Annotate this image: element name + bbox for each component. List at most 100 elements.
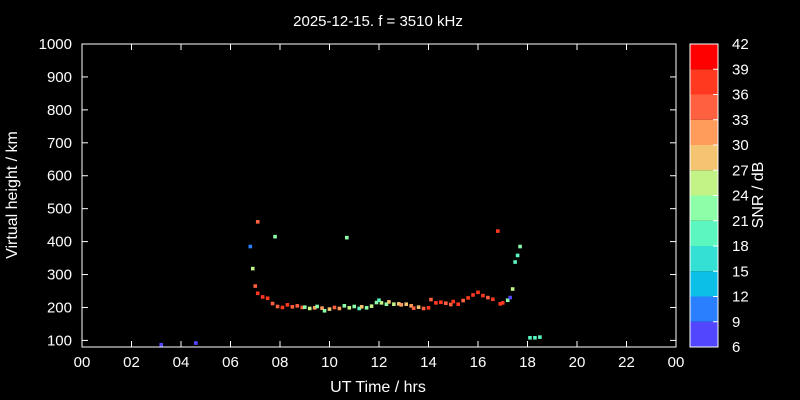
colorbar-tick-label: 21: [732, 213, 749, 230]
colorbar-tick-label: 24: [732, 188, 749, 205]
data-point: [159, 342, 163, 347]
data-point: [397, 302, 401, 306]
data-point: [290, 305, 295, 309]
data-point: [273, 234, 277, 239]
y-tick-label: 200: [47, 299, 72, 316]
data-point: [416, 305, 421, 309]
data-point: [194, 341, 198, 345]
data-point: [265, 296, 270, 301]
data-point: [300, 305, 305, 310]
data-point: [255, 220, 260, 224]
colorbar-tick-label: 39: [732, 61, 749, 78]
data-point: [379, 301, 384, 305]
data-point: [280, 305, 285, 310]
data-point: [434, 301, 438, 305]
data-point: [411, 306, 416, 310]
data-point: [307, 306, 312, 311]
data-point: [486, 295, 490, 300]
colorbar-tick-label: 18: [732, 238, 749, 255]
data-point: [384, 302, 389, 306]
data-point: [337, 306, 342, 311]
data-point: [255, 291, 260, 296]
x-tick-label: 22: [618, 354, 635, 371]
colorbar-tick-label: 42: [732, 36, 749, 53]
y-tick-label: 900: [47, 69, 72, 86]
x-tick-label: 12: [371, 354, 388, 371]
data-point: [285, 303, 290, 307]
data-point: [518, 244, 522, 249]
data-point: [528, 335, 532, 340]
data-point: [451, 299, 456, 304]
data-point: [404, 302, 409, 306]
colorbar-cell: [690, 119, 718, 145]
data-point: [302, 305, 307, 309]
data-point: [327, 307, 332, 311]
data-point: [332, 305, 337, 310]
colorbar-tick-label: 33: [732, 112, 749, 129]
x-tick-label: 02: [123, 354, 140, 371]
data-point: [322, 308, 327, 313]
y-tick-label: 400: [47, 234, 72, 251]
data-point: [392, 302, 396, 306]
colorbar-label: SNR / dB: [750, 162, 767, 229]
data-point: [515, 253, 520, 258]
y-tick-label: 700: [47, 135, 72, 152]
data-point: [508, 295, 512, 300]
colorbar-cell: [690, 94, 718, 120]
data-point: [364, 306, 369, 310]
colorbar-cell: [690, 296, 718, 322]
colorbar-tick-label: 6: [732, 339, 740, 356]
data-point: [253, 284, 258, 288]
data-point: [505, 298, 510, 303]
data-point: [510, 287, 515, 291]
axes: 00 02 04 06 08 10 12 14 16 18 20 22 0010020030040050…: [39, 36, 685, 371]
y-tick-label: 100: [47, 332, 72, 349]
y-axis-label: Virtual height / km: [4, 131, 21, 259]
data-point: [320, 306, 324, 310]
colorbar-tick-label: 30: [732, 137, 749, 154]
colorbar-cell: [690, 246, 718, 272]
data-point: [260, 295, 265, 299]
data-point: [295, 304, 300, 308]
x-tick-label: 04: [173, 354, 190, 371]
data-point: [377, 298, 381, 303]
data-point: [429, 297, 433, 302]
colorbar-tick-label: 15: [732, 263, 749, 280]
x-tick-label: 20: [569, 354, 586, 371]
data-point: [399, 303, 404, 307]
data-point: [347, 306, 352, 310]
colorbar: 6 9 12 15 18 21 24 27 30 33 36 39 42: [689, 36, 749, 356]
data-point: [513, 260, 517, 264]
data-point: [312, 306, 317, 310]
colorbar-tick-label: 36: [732, 87, 749, 104]
data-point: [342, 304, 347, 308]
data-point: [248, 244, 253, 249]
data-point: [496, 229, 500, 233]
colorbar-cell: [690, 69, 718, 95]
colorbar-cell: [690, 271, 718, 297]
data-point: [315, 304, 319, 309]
data-point: [357, 306, 361, 311]
data-point: [533, 335, 537, 340]
y-tick-label: 300: [47, 267, 72, 284]
data-point: [387, 300, 391, 304]
y-tick-label: 600: [47, 168, 72, 185]
x-tick-label: 00: [74, 354, 91, 371]
data-point: [448, 302, 453, 307]
x-tick-label: 18: [519, 354, 536, 371]
chart-title: 2025-12-15. f = 3510 kHz: [293, 13, 463, 30]
data-point: [369, 304, 374, 308]
data-point: [476, 290, 480, 295]
x-tick-label: 00: [668, 354, 685, 371]
colorbar-tick-label: 12: [732, 289, 749, 306]
data-point: [374, 300, 379, 305]
data-point: [538, 335, 542, 339]
data-point: [359, 305, 364, 309]
data-points: [159, 220, 542, 347]
colorbar-tick-label: 9: [732, 314, 740, 331]
data-point: [466, 296, 470, 300]
x-tick-label: 10: [321, 354, 338, 371]
colorbar-cell: [690, 145, 718, 171]
data-point: [500, 301, 505, 305]
